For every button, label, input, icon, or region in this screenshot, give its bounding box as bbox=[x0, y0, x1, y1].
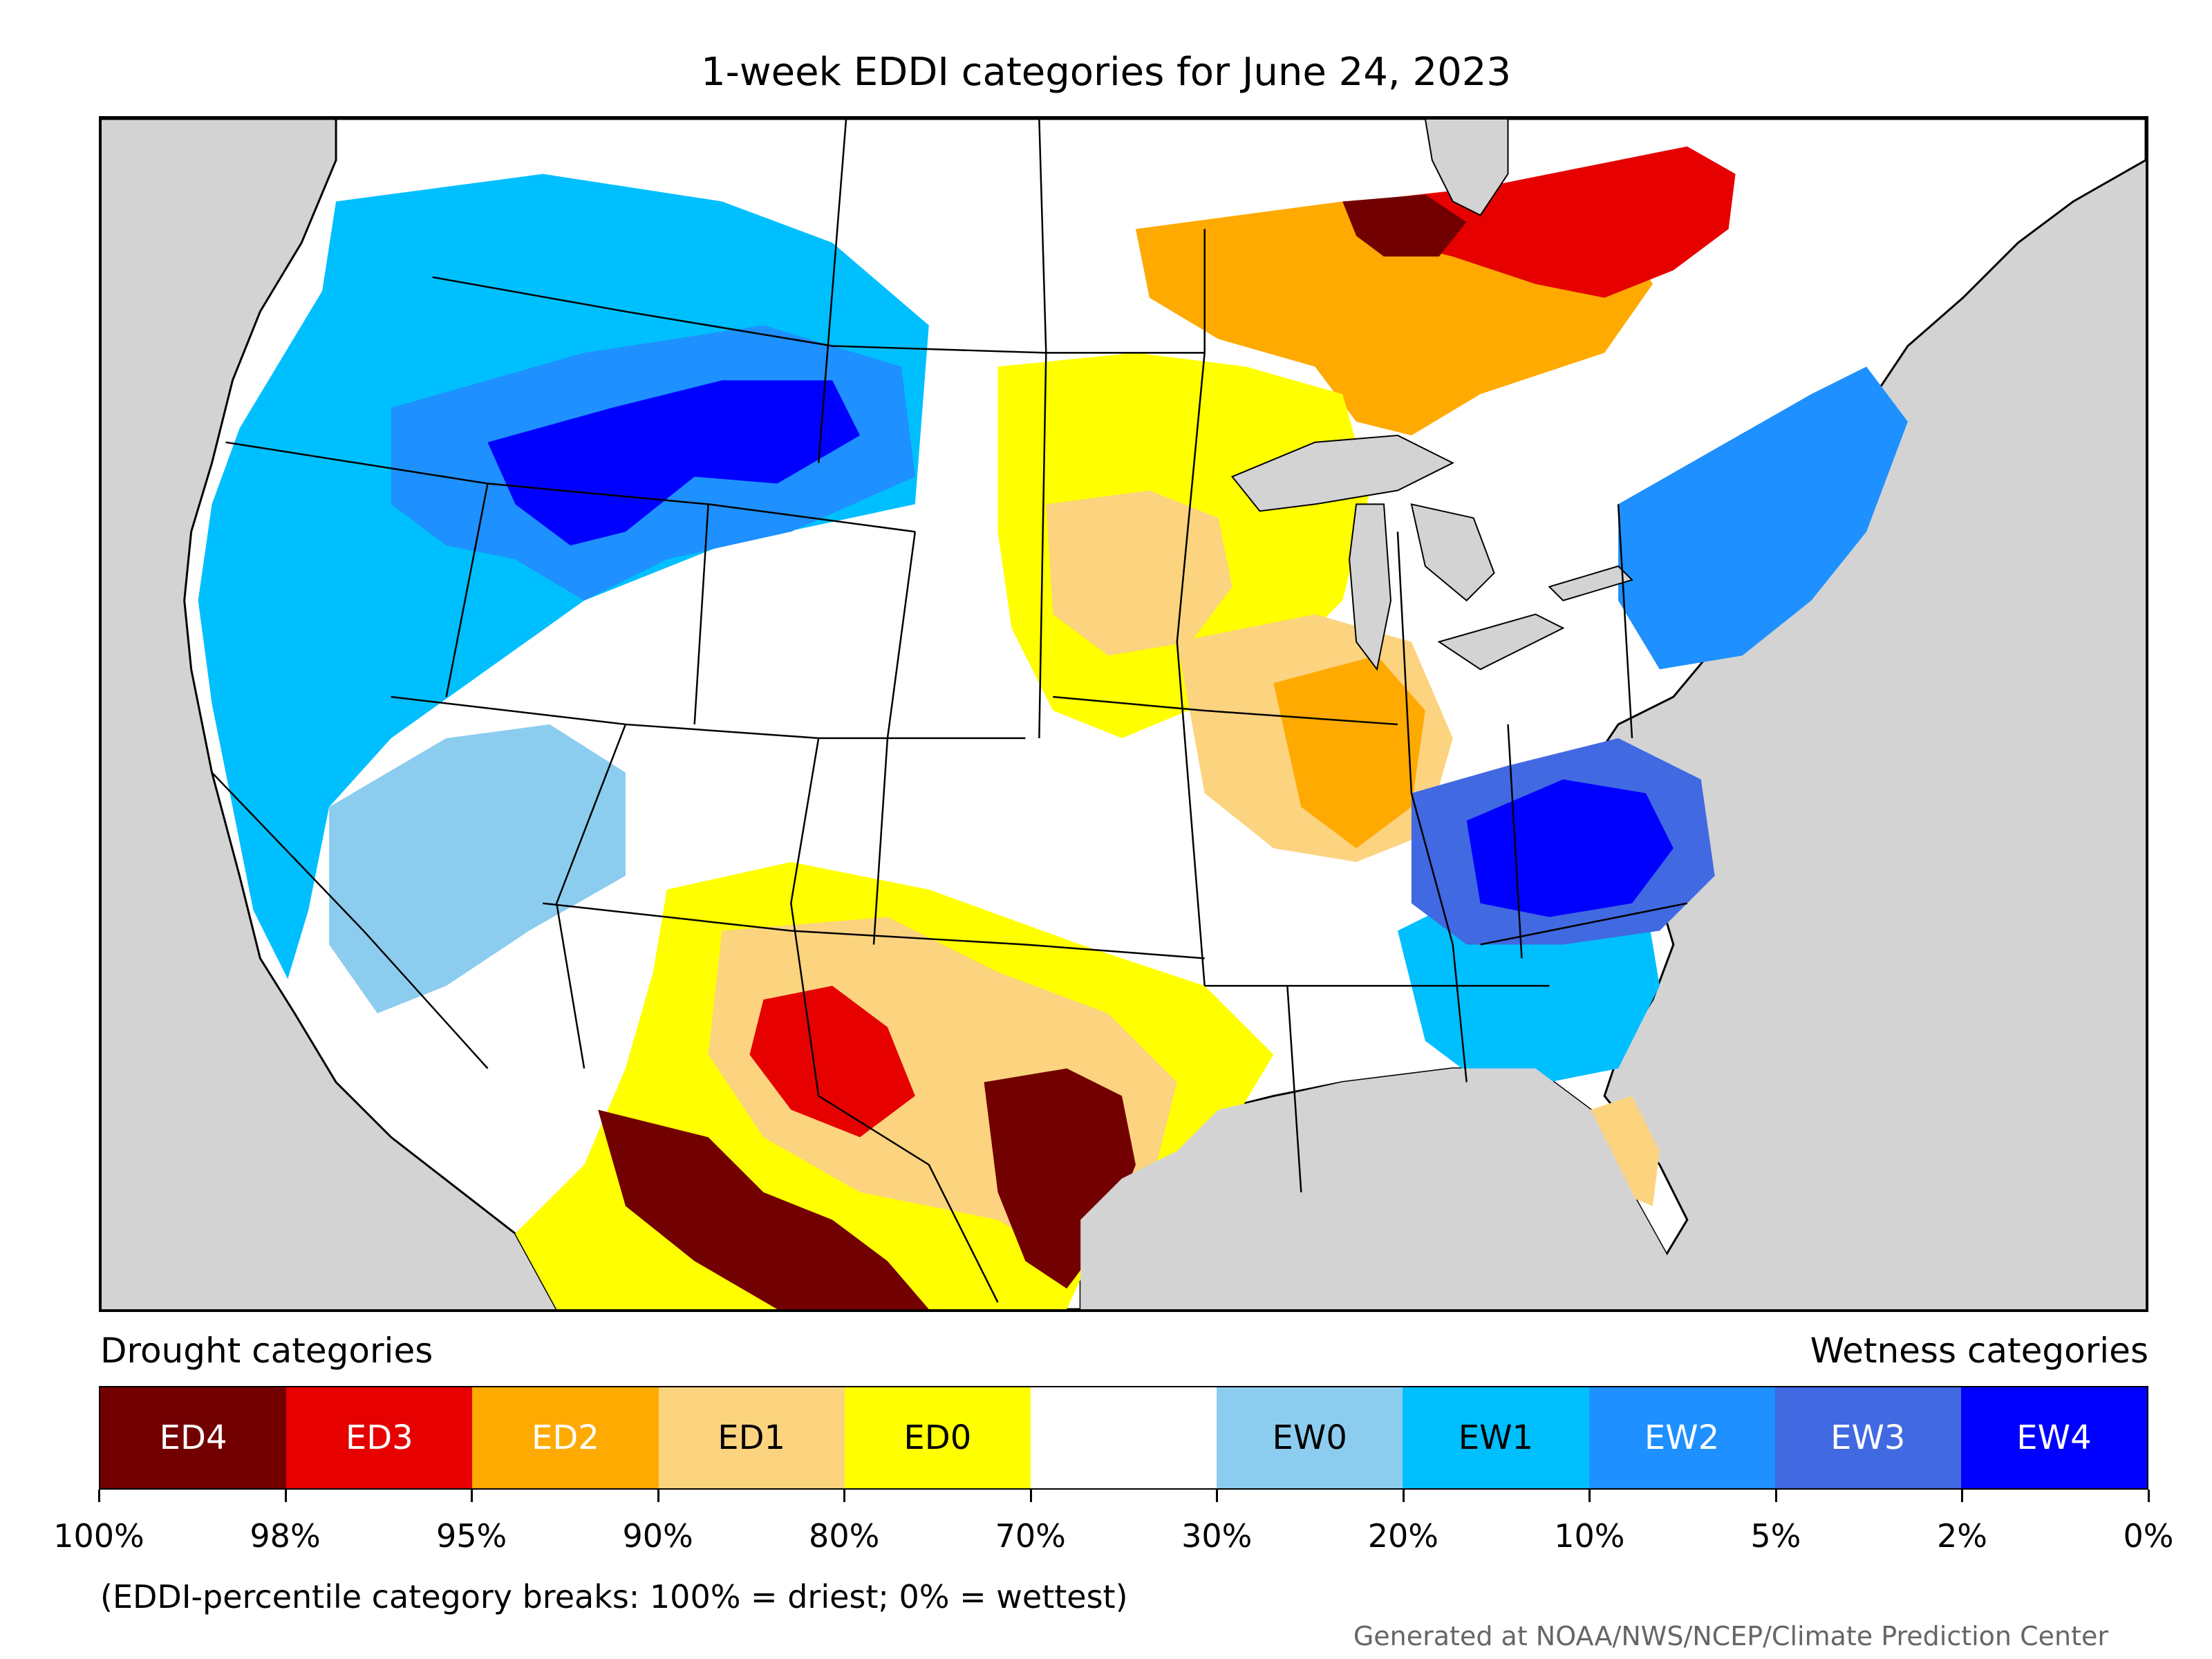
category-breaks-note: (EDDI-percentile category breaks: 100% =… bbox=[100, 1578, 1128, 1615]
new-mexico-core-region bbox=[749, 986, 915, 1138]
colorbar-tick bbox=[1402, 1490, 1405, 1502]
drought-categories-heading: Drought categories bbox=[100, 1331, 433, 1371]
colorbar-tick bbox=[657, 1490, 659, 1502]
colorbar-tick bbox=[284, 1490, 287, 1502]
colorbar-segment-ew4: EW4 bbox=[1960, 1387, 2148, 1488]
colorbar-break-label: 0% bbox=[2123, 1517, 2174, 1555]
colorbar-segment-ed2: ED2 bbox=[472, 1387, 659, 1488]
colorbar-segment-ew0: EW0 bbox=[1217, 1387, 1403, 1488]
colorbar-break-label: 70% bbox=[995, 1517, 1066, 1555]
colorbar-break-label: 20% bbox=[1367, 1517, 1438, 1555]
generated-credit: Generated at NOAA/NWS/NCEP/Climate Predi… bbox=[1353, 1621, 2108, 1651]
map-panel bbox=[99, 116, 2148, 1312]
colorbar-break-label: 100% bbox=[53, 1517, 144, 1555]
map-title: 1-week EDDI categories for June 24, 2023 bbox=[701, 50, 1511, 95]
quebec-region bbox=[1356, 146, 1736, 298]
colorbar-break-label: 30% bbox=[1181, 1517, 1253, 1555]
great-basin-region bbox=[329, 724, 626, 1013]
colorbar-tick bbox=[2148, 1490, 2150, 1502]
colorbar-segment-ed4: ED4 bbox=[100, 1387, 287, 1488]
colorbar-segment-ew2: EW2 bbox=[1588, 1387, 1775, 1488]
hudson-bay bbox=[1424, 119, 1509, 216]
hudson-bay-coast-region bbox=[1342, 194, 1467, 257]
colorbar-segment-normal bbox=[1030, 1387, 1217, 1488]
colorbar-tick bbox=[843, 1490, 846, 1502]
virginia-kentucky-region bbox=[1466, 779, 1674, 917]
colorbar-segment-ed0: ED0 bbox=[844, 1387, 1031, 1488]
northern-mexico-region bbox=[598, 1109, 929, 1309]
colorbar-segment-ew3: EW3 bbox=[1774, 1387, 1961, 1488]
colorbar-break-label: 95% bbox=[435, 1517, 507, 1555]
colorbar-break-label: 5% bbox=[1750, 1517, 1801, 1555]
colorbar-segment-ed1: ED1 bbox=[658, 1387, 845, 1488]
colorbar-break-label: 80% bbox=[809, 1517, 880, 1555]
florida-region bbox=[1591, 1096, 1660, 1206]
new-england-region bbox=[1618, 366, 1908, 670]
colorbar-tick bbox=[1029, 1490, 1032, 1502]
wetness-categories-heading: Wetness categories bbox=[1810, 1331, 2148, 1371]
lake-huron bbox=[1410, 503, 1495, 602]
lake-erie bbox=[1437, 613, 1565, 671]
colorbar-tick bbox=[1961, 1490, 1964, 1502]
colorbar-tick bbox=[1774, 1490, 1777, 1502]
colorbar-tick bbox=[1588, 1490, 1591, 1502]
category-colorbar: ED4 ED3 ED2 ED1 ED0 EW0 EW1 EW2 EW3 EW4 bbox=[99, 1386, 2148, 1490]
lake-ontario bbox=[1548, 565, 1633, 601]
colorbar-break-label: 90% bbox=[622, 1517, 693, 1555]
dakota-ed1-region bbox=[1046, 490, 1232, 656]
gulf-of-mexico bbox=[1080, 1068, 1687, 1309]
state-boundaries bbox=[211, 119, 1688, 1303]
idaho-core-region bbox=[487, 380, 861, 546]
colorbar-tick bbox=[1216, 1490, 1219, 1502]
colorbar-tick bbox=[471, 1490, 474, 1502]
colorbar-break-label: 2% bbox=[1936, 1517, 1987, 1555]
eddi-map bbox=[102, 119, 2146, 1309]
lake-superior bbox=[1230, 434, 1454, 512]
colorbar-break-label: 98% bbox=[250, 1517, 321, 1555]
colorbar-tick bbox=[98, 1490, 100, 1502]
illinois-region bbox=[1273, 655, 1425, 849]
lake-michigan bbox=[1349, 503, 1391, 671]
colorbar-segment-ed3: ED3 bbox=[286, 1387, 473, 1488]
colorbar-break-label: 10% bbox=[1554, 1517, 1625, 1555]
colorbar-ticks bbox=[98, 1490, 2150, 1503]
colorbar-segment-ew1: EW1 bbox=[1403, 1387, 1589, 1488]
